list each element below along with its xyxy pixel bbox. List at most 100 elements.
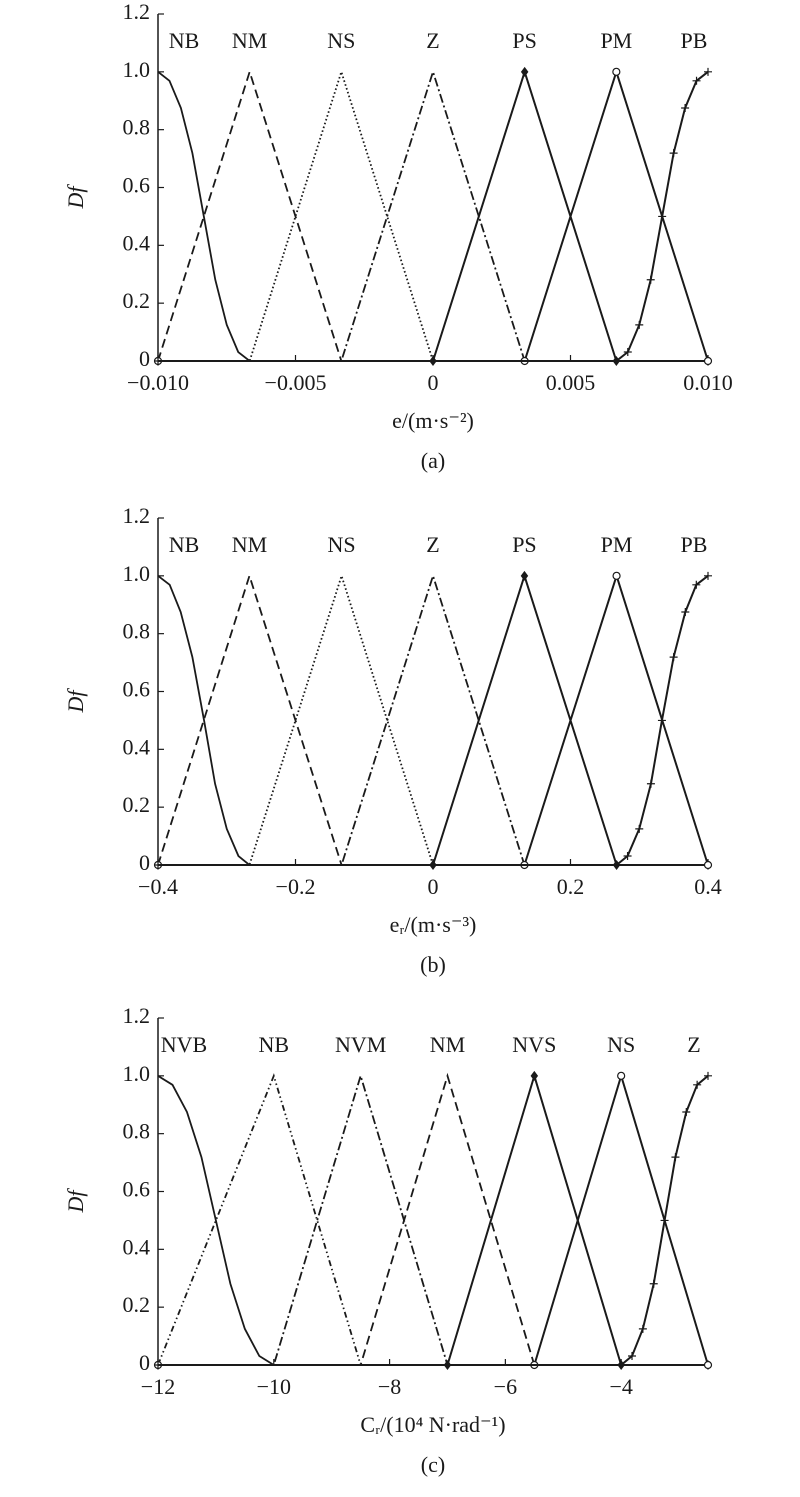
marker bbox=[646, 779, 655, 788]
series-line bbox=[157, 575, 708, 866]
series-line bbox=[158, 572, 708, 866]
marker bbox=[617, 1071, 626, 1080]
series-label: NS bbox=[328, 532, 356, 557]
marker bbox=[612, 357, 621, 365]
y-tick-label: 0 bbox=[139, 346, 150, 371]
marker bbox=[681, 103, 690, 112]
series-line bbox=[157, 572, 708, 866]
x-tick-label: −12 bbox=[141, 1374, 175, 1399]
y-tick-label: 1.2 bbox=[123, 1003, 151, 1028]
series-label: NS bbox=[327, 28, 355, 53]
x-tick-label: −0.4 bbox=[138, 874, 178, 899]
marker bbox=[154, 357, 162, 365]
series-label: Z bbox=[426, 28, 439, 53]
series-label: Z bbox=[687, 1032, 700, 1057]
series-line bbox=[158, 68, 708, 362]
series-label: PS bbox=[512, 532, 536, 557]
y-tick-label: 0.8 bbox=[123, 1119, 151, 1144]
marker bbox=[612, 67, 621, 76]
marker bbox=[638, 1324, 647, 1333]
x-tick-label: 0.2 bbox=[557, 874, 585, 899]
y-tick-label: 0.6 bbox=[123, 677, 151, 702]
series-line bbox=[158, 572, 709, 866]
series-label: PM bbox=[601, 532, 633, 557]
marker bbox=[660, 1216, 669, 1225]
caption: (a) bbox=[421, 448, 445, 473]
x-tick-label: −0.010 bbox=[127, 370, 189, 395]
y-tick-label: 1.0 bbox=[123, 561, 151, 586]
series-line bbox=[158, 1072, 709, 1366]
series-line bbox=[158, 68, 708, 362]
marker bbox=[682, 1107, 691, 1116]
marker bbox=[635, 824, 644, 833]
series-line bbox=[157, 71, 708, 362]
marker bbox=[658, 212, 667, 221]
x-tick-label: −6 bbox=[494, 1374, 517, 1399]
marker bbox=[649, 1279, 658, 1288]
series-line bbox=[158, 68, 709, 362]
x-tick-label: −8 bbox=[378, 1374, 401, 1399]
series-line bbox=[158, 1072, 708, 1366]
x-tick-label: −4 bbox=[609, 1374, 632, 1399]
marker bbox=[612, 571, 621, 580]
y-axis-label: Df bbox=[63, 1188, 88, 1214]
y-tick-label: 0.4 bbox=[123, 734, 151, 759]
series-line bbox=[158, 572, 708, 866]
series-label: NS bbox=[607, 1032, 635, 1057]
marker bbox=[617, 1361, 626, 1369]
marker bbox=[628, 1352, 637, 1361]
series-label: NB bbox=[169, 532, 200, 557]
series-label: NVM bbox=[335, 1032, 386, 1057]
x-tick-label: 0 bbox=[428, 370, 439, 395]
marker bbox=[646, 275, 655, 284]
marker bbox=[704, 571, 712, 580]
series-label: PB bbox=[681, 28, 708, 53]
marker bbox=[671, 1153, 680, 1162]
marker bbox=[704, 1071, 712, 1080]
series-label: NM bbox=[232, 532, 267, 557]
series-label: NM bbox=[232, 28, 267, 53]
x-tick-label: 0.005 bbox=[546, 370, 596, 395]
series-label: NVS bbox=[512, 1032, 556, 1057]
marker bbox=[692, 580, 701, 589]
series-line bbox=[158, 572, 708, 866]
series-label: Z bbox=[426, 532, 439, 557]
y-tick-label: 0 bbox=[139, 1350, 150, 1375]
series-label: PS bbox=[512, 28, 536, 53]
caption: (b) bbox=[420, 952, 446, 977]
series-line bbox=[157, 68, 708, 362]
marker bbox=[657, 716, 666, 725]
x-tick-label: −10 bbox=[257, 1374, 291, 1399]
y-tick-label: 0.6 bbox=[123, 173, 151, 198]
marker bbox=[530, 1070, 539, 1081]
x-tick-label: 0.4 bbox=[694, 874, 722, 899]
y-tick-label: 1.0 bbox=[123, 57, 151, 82]
series-line bbox=[158, 68, 708, 362]
y-tick-label: 0 bbox=[139, 850, 150, 875]
marker bbox=[520, 570, 529, 581]
series-line bbox=[158, 71, 709, 362]
y-tick-label: 0.2 bbox=[123, 288, 151, 313]
marker bbox=[703, 860, 713, 870]
caption: (c) bbox=[421, 1452, 445, 1477]
series-line bbox=[158, 1072, 708, 1366]
series-label: NB bbox=[259, 1032, 290, 1057]
series-line bbox=[157, 1073, 708, 1366]
y-tick-label: 0.8 bbox=[123, 115, 151, 140]
marker bbox=[681, 607, 690, 616]
x-tick-label: 0 bbox=[428, 874, 439, 899]
y-tick-label: 1.0 bbox=[123, 1061, 151, 1086]
marker bbox=[703, 356, 713, 366]
series-label: NM bbox=[430, 1032, 465, 1057]
y-tick-label: 0.8 bbox=[123, 619, 151, 644]
series-line bbox=[157, 1075, 708, 1366]
y-tick-label: 0.2 bbox=[123, 792, 151, 817]
marker bbox=[669, 653, 678, 662]
series-label: NVB bbox=[161, 1032, 207, 1057]
x-axis-label: e/(m·s⁻²) bbox=[392, 408, 474, 433]
series-label: PM bbox=[600, 28, 632, 53]
y-tick-label: 0.6 bbox=[123, 1177, 151, 1202]
marker bbox=[520, 66, 529, 77]
